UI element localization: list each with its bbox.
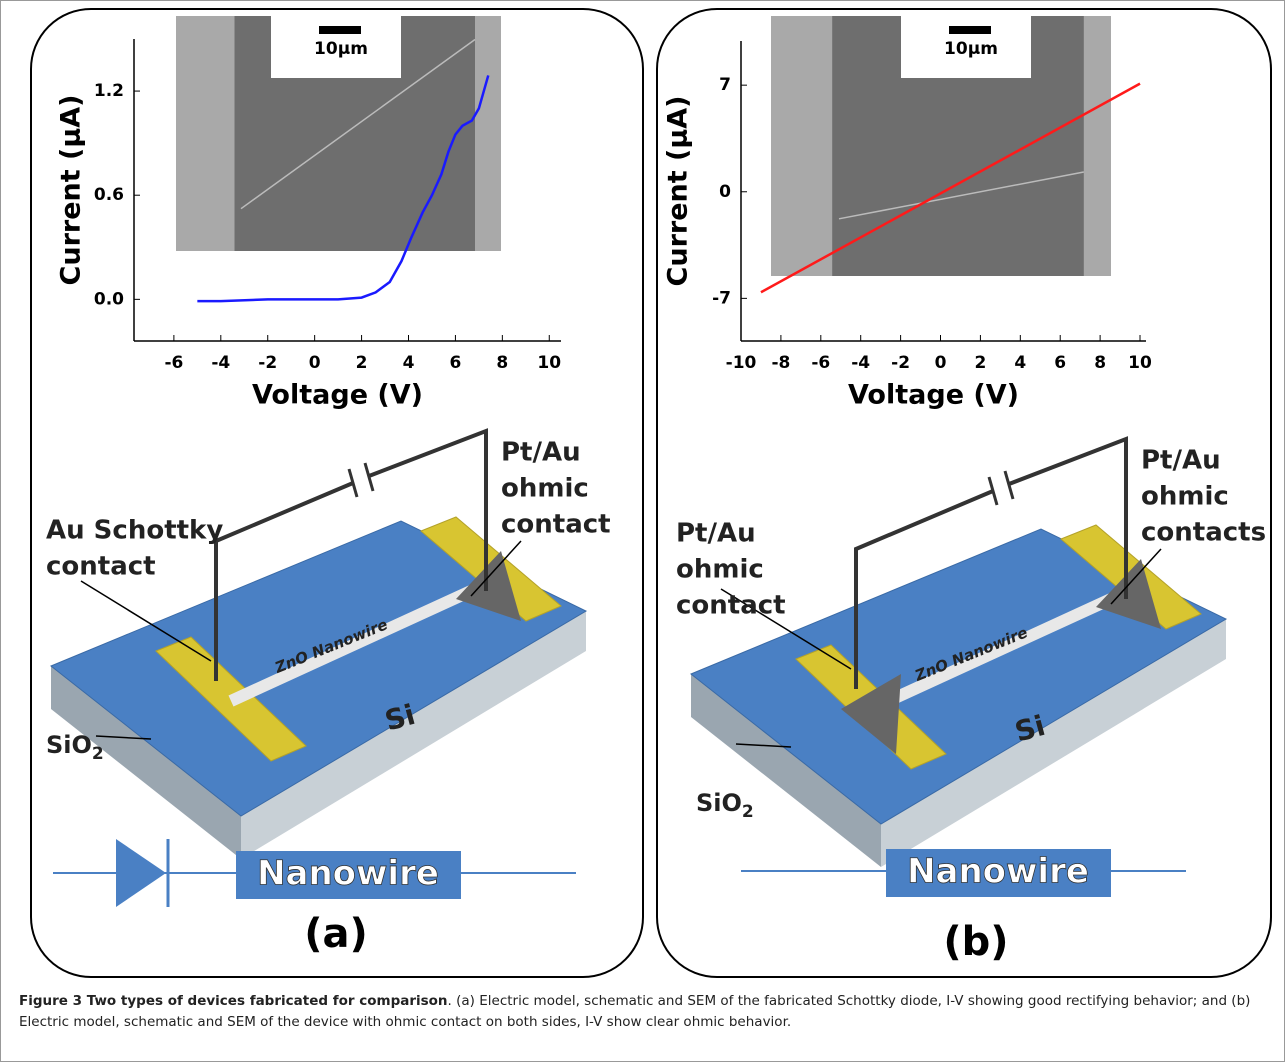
x-tick-label: -6 bbox=[164, 353, 183, 373]
device-label: Pt/Au bbox=[676, 519, 756, 549]
oxide-sub: 2 bbox=[742, 802, 754, 822]
substrate-side bbox=[881, 619, 1226, 867]
scale-bar bbox=[949, 26, 991, 34]
x-tick-label: -2 bbox=[891, 353, 910, 373]
pointer bbox=[735, 743, 792, 748]
data-line bbox=[760, 82, 1141, 294]
x-tick-label: -4 bbox=[211, 353, 230, 373]
x-tick-label: 0 bbox=[935, 353, 947, 373]
scale-bar-label: 10μm bbox=[944, 39, 998, 59]
x-tick-label: 6 bbox=[450, 353, 462, 373]
circuit-wire bbox=[1008, 436, 1128, 599]
figure-graphic: 10μm -6 -4 -2 0 2 4 6 8 10 0.0 0.6 1.2 Voltage (V) Cur… bbox=[30, 8, 1272, 978]
device-schematic: ZnO NanowirePt/AuohmiccontactsPt/Auohmic… bbox=[676, 436, 1266, 965]
y-tick-label: 7 bbox=[719, 75, 731, 95]
wire-pad bbox=[1096, 559, 1161, 629]
pointer bbox=[1110, 548, 1162, 605]
y-tick-label: 1.2 bbox=[94, 81, 124, 101]
sem-electrode bbox=[176, 16, 235, 251]
data-line bbox=[197, 75, 490, 303]
pointer bbox=[95, 735, 152, 740]
oxide-label: SiO2 bbox=[46, 731, 104, 764]
x-tick-label: 2 bbox=[974, 353, 986, 373]
y-tick-label: -7 bbox=[712, 288, 731, 308]
oxide-base: SiO bbox=[46, 731, 92, 759]
pointer bbox=[80, 580, 212, 662]
sem-nanowire bbox=[838, 171, 1084, 220]
sem-electrode bbox=[475, 16, 501, 251]
y-axis-label: Current (μA) bbox=[663, 96, 694, 287]
x-axis-label: Voltage (V) bbox=[252, 380, 423, 411]
scale-bar bbox=[319, 26, 361, 34]
model-box bbox=[886, 849, 1111, 897]
x-tick-label: -6 bbox=[811, 353, 830, 373]
x-tick-label: -2 bbox=[258, 353, 277, 373]
x-tick-label: -4 bbox=[851, 353, 870, 373]
caption-text: . (a) Electric model, schematic and SEM … bbox=[19, 993, 1251, 1030]
panel-frame bbox=[30, 8, 644, 978]
device-label: ohmic bbox=[501, 474, 589, 504]
nanowire bbox=[868, 593, 1114, 715]
x-tick-label: -10 bbox=[726, 353, 757, 373]
device-label: Pt/Au bbox=[501, 438, 581, 468]
model-label: Nanowire bbox=[257, 854, 439, 894]
battery bbox=[347, 468, 359, 498]
diode bbox=[116, 839, 166, 907]
sem-electrode bbox=[771, 16, 833, 276]
x-axis-label: Voltage (V) bbox=[848, 380, 1019, 411]
x-tick-label: 0 bbox=[309, 353, 321, 373]
caption: Figure 3 Two types of devices fabricated… bbox=[19, 991, 1269, 1033]
device-label: Au Schottky bbox=[46, 516, 223, 546]
y-axis-label: Current (μA) bbox=[56, 95, 87, 286]
panel-tag: (b) bbox=[943, 919, 1008, 965]
substrate-side bbox=[241, 611, 586, 859]
oxide-base: SiO bbox=[696, 789, 742, 817]
x-tick-label: 10 bbox=[537, 353, 561, 373]
battery bbox=[987, 476, 999, 506]
nanowire bbox=[228, 585, 474, 707]
x-tick-label: 4 bbox=[403, 353, 415, 373]
device-label: Pt/Au bbox=[1141, 446, 1221, 476]
battery bbox=[1003, 470, 1015, 500]
x-tick-label: 6 bbox=[1054, 353, 1066, 373]
pointer bbox=[720, 588, 852, 670]
device-label: contact bbox=[676, 591, 786, 621]
device-label: contact bbox=[46, 552, 156, 582]
pointer bbox=[470, 540, 522, 597]
x-tick-label: -8 bbox=[771, 353, 790, 373]
y-tick-label: 0 bbox=[719, 182, 731, 202]
oxide-label: SiO2 bbox=[696, 789, 754, 822]
y-tick-label: 0.6 bbox=[94, 185, 124, 205]
device-label: contacts bbox=[1141, 518, 1266, 548]
circuit-wire bbox=[368, 428, 488, 591]
substrate-side bbox=[691, 674, 881, 867]
sem-nanowire bbox=[240, 38, 476, 210]
y-tick-label: 0.0 bbox=[94, 289, 124, 309]
circuit-wire bbox=[854, 489, 994, 689]
x-tick-label: 8 bbox=[496, 353, 508, 373]
x-tick-label: 4 bbox=[1014, 353, 1026, 373]
panel-tag: (a) bbox=[304, 911, 368, 957]
wire-pad bbox=[456, 551, 521, 621]
model-label: Nanowire bbox=[907, 852, 1089, 892]
sem-electrode bbox=[1083, 16, 1111, 276]
scale-bar-label: 10μm bbox=[314, 39, 368, 59]
x-tick-label: 8 bbox=[1094, 353, 1106, 373]
device-label: ohmic bbox=[676, 555, 764, 585]
x-tick-label: 2 bbox=[356, 353, 368, 373]
battery bbox=[363, 462, 375, 492]
circuit-wire bbox=[214, 481, 354, 681]
wire-pad bbox=[841, 674, 901, 754]
model-box bbox=[236, 851, 461, 899]
oxide-sub: 2 bbox=[92, 744, 104, 764]
panel-frame bbox=[656, 8, 1272, 978]
caption-label: Figure 3 Two types of devices fabricated… bbox=[19, 993, 448, 1009]
substrate-side bbox=[51, 666, 241, 859]
device-label: contact bbox=[501, 510, 611, 540]
x-tick-label: 10 bbox=[1128, 353, 1152, 373]
device-label: ohmic bbox=[1141, 482, 1229, 512]
